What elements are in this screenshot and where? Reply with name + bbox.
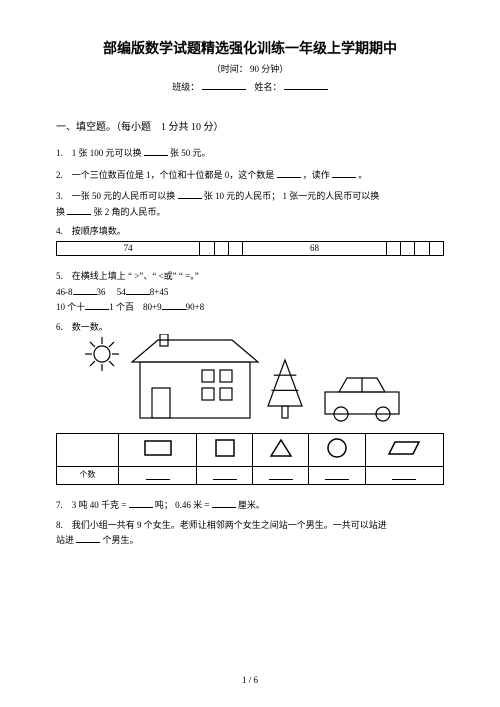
q5-l2a: 10 个十 bbox=[56, 302, 85, 312]
page-title: 部编版数学试题精选强化训练一年级上学期期中 bbox=[56, 38, 444, 59]
seq-cell[interactable] bbox=[415, 241, 429, 256]
seq-cell[interactable] bbox=[386, 241, 400, 256]
count-label: 个数 bbox=[57, 467, 119, 485]
q1-text-a: 1. 1 张 100 元可以换 bbox=[56, 148, 142, 158]
worksheet-page: 部编版数学试题精选强化训练一年级上学期期中 （时间： 90 分钟） 班级： 姓名… bbox=[0, 0, 500, 707]
q7-b1[interactable] bbox=[129, 497, 153, 508]
q3-text-a: 3. 一张 50 元的人民币可以换 bbox=[56, 191, 175, 201]
seq-cell[interactable] bbox=[400, 241, 414, 256]
name-blank[interactable] bbox=[284, 79, 328, 90]
seq-cell[interactable] bbox=[200, 241, 214, 256]
q5-b1[interactable] bbox=[73, 284, 97, 295]
q8-b: 个男生。 bbox=[103, 535, 139, 545]
q6-shape-table: 个数 bbox=[56, 433, 444, 485]
q6-b1[interactable] bbox=[146, 469, 170, 480]
q1-blank[interactable] bbox=[144, 145, 168, 156]
section-1-heading: 一、填空题。（每小题 1 分共 10 分） bbox=[56, 120, 444, 135]
q8-a: 8. 我们小组一共有 9 个女生。老师让相邻两个女生之间站一个男生。一共可以站进 bbox=[56, 520, 387, 530]
q5-l1b: 36 bbox=[97, 287, 106, 297]
q5-l2d: 90+8 bbox=[186, 302, 205, 312]
page-number: 1 / 6 bbox=[0, 674, 500, 688]
q7-a: 7. 3 吨 40 千克 = bbox=[56, 500, 126, 510]
name-label: 姓名： bbox=[255, 82, 282, 92]
q5-l1a: 46-8 bbox=[56, 287, 73, 297]
q5-title: 5. 在横线上填上 “ >”、“ <或” “ =。” bbox=[56, 271, 199, 281]
q5-l2c: 80+9 bbox=[143, 302, 162, 312]
q3-blank-1[interactable] bbox=[178, 188, 202, 199]
q2-text-c: 。 bbox=[358, 170, 367, 180]
q5-l1c: 54 bbox=[117, 287, 126, 297]
seq-cell: 68 bbox=[243, 241, 386, 256]
q3-blank-2[interactable] bbox=[67, 204, 91, 215]
q7-c: 厘米。 bbox=[238, 500, 265, 510]
q5-l1d: 8+45 bbox=[150, 287, 169, 297]
meta-line: 班级： 姓名： bbox=[56, 79, 444, 95]
q1-text-b: 张 50 元。 bbox=[170, 148, 211, 158]
q5-b2[interactable] bbox=[126, 284, 150, 295]
q6-b2[interactable] bbox=[213, 469, 237, 480]
q5-b3[interactable] bbox=[85, 299, 109, 310]
q2-blank-2[interactable] bbox=[332, 167, 356, 178]
q8-blank[interactable] bbox=[76, 532, 100, 543]
q5-l2b: 1 个百 bbox=[109, 302, 134, 312]
q3-text-c: 张 2 角的人民币。 bbox=[94, 207, 166, 217]
seq-cell[interactable] bbox=[214, 241, 228, 256]
q2: 2. 一个三位数百位是 1，个位和十位都是 0，这个数是 ，读作 。 bbox=[56, 167, 444, 183]
q7-b: 吨； 0.46 米 = bbox=[155, 500, 210, 510]
q6-title: 6. 数一数。 bbox=[56, 322, 108, 332]
q3: 3. 一张 50 元的人民币可以换 张 10 元的人民币； 1 张一元的人民币可… bbox=[56, 188, 444, 219]
seq-cell: 74 bbox=[57, 241, 200, 256]
q5-b4[interactable] bbox=[162, 299, 186, 310]
q6-b3[interactable] bbox=[269, 469, 293, 480]
q6-picture bbox=[56, 334, 444, 429]
q2-blank-1[interactable] bbox=[277, 167, 301, 178]
q2-text-a: 2. 一个三位数百位是 1，个位和十位都是 0，这个数是 bbox=[56, 170, 274, 180]
q6: 6. 数一数。 个数 bbox=[56, 321, 444, 486]
q3-text-b: 张 10 元的人民币； 1 张一元的人民币可以换 bbox=[204, 191, 380, 201]
q1: 1. 1 张 100 元可以换 张 50 元。 bbox=[56, 145, 444, 161]
seq-cell[interactable] bbox=[228, 241, 242, 256]
q6-b5[interactable] bbox=[392, 469, 416, 480]
class-label: 班级： bbox=[172, 82, 199, 92]
q7: 7. 3 吨 40 千克 = 吨； 0.46 米 = 厘米。 bbox=[56, 497, 444, 513]
q4: 4. 按顺序填数。 74 68 bbox=[56, 225, 444, 256]
q7-b2[interactable] bbox=[212, 497, 236, 508]
seq-cell[interactable] bbox=[429, 241, 443, 256]
time-line: （时间： 90 分钟） bbox=[56, 63, 444, 77]
shape-row bbox=[57, 434, 444, 467]
q4-title: 4. 按顺序填数。 bbox=[56, 226, 126, 236]
count-row: 个数 bbox=[57, 467, 444, 485]
q2-text-b: ，读作 bbox=[303, 170, 330, 180]
q5: 5. 在横线上填上 “ >”、“ <或” “ =。” 46-8 36 54 8+45… bbox=[56, 270, 444, 315]
q4-sequence-table: 74 68 bbox=[56, 241, 444, 257]
class-blank[interactable] bbox=[202, 79, 246, 90]
q6-b4[interactable] bbox=[325, 469, 349, 480]
q8: 8. 我们小组一共有 9 个女生。老师让相邻两个女生之间站一个男生。一共可以站进… bbox=[56, 519, 444, 548]
